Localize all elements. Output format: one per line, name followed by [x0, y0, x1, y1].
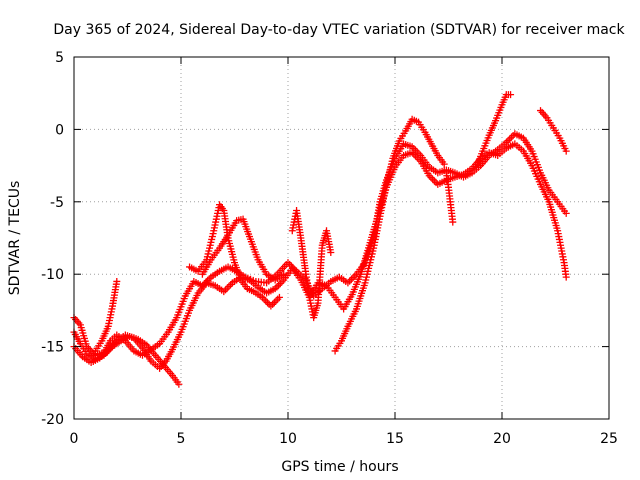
plus-marker	[260, 295, 268, 303]
plot-frame	[73, 56, 610, 420]
y-tick-label: -10	[41, 267, 64, 283]
series-track-3	[70, 140, 570, 372]
plus-marker	[267, 302, 275, 310]
plus-marker	[227, 281, 235, 289]
plus-marker	[275, 293, 283, 301]
y-tick-label: 0	[55, 122, 64, 138]
plus-marker	[263, 299, 271, 307]
plus-marker	[222, 286, 230, 294]
series-track-9	[442, 169, 457, 226]
x-tick-label: 20	[493, 431, 511, 447]
data-markers	[70, 91, 570, 388]
axis-ticks	[73, 56, 610, 420]
y-tick-labels: -20 -15 -10 -5 0 5	[41, 50, 64, 428]
y-tick-label: -20	[41, 412, 64, 428]
plus-marker	[270, 299, 278, 307]
plus-marker	[349, 274, 357, 282]
plus-marker	[449, 218, 457, 226]
plus-marker	[175, 380, 183, 388]
plus-marker	[562, 147, 570, 155]
plus-marker	[507, 91, 515, 99]
plus-marker	[509, 131, 517, 139]
series-track-10	[472, 91, 515, 171]
plus-marker	[113, 277, 121, 285]
chart-title: Day 365 of 2024, Sidereal Day-to-day VTE…	[53, 22, 625, 38]
plus-marker	[275, 281, 283, 289]
plus-marker	[272, 297, 280, 305]
series-track-8	[331, 115, 448, 355]
plus-marker	[432, 179, 440, 187]
y-axis-label: SDTVAR / TECUs	[7, 181, 23, 296]
plus-marker	[225, 282, 233, 290]
series-track-6	[198, 215, 288, 284]
plus-marker	[280, 270, 288, 278]
plus-marker	[274, 295, 282, 303]
x-tick-labels: 0 5 10 15 20 25	[70, 431, 618, 447]
x-axis-label: GPS time / hours	[281, 459, 398, 475]
grid-lines	[74, 57, 609, 419]
plus-marker	[262, 297, 270, 305]
series-track-11	[537, 107, 570, 155]
x-tick-label: 0	[70, 431, 79, 447]
series-track-7	[288, 206, 335, 322]
series-track-1	[70, 130, 570, 359]
plus-marker	[440, 160, 448, 168]
y-tick-label: -15	[41, 340, 64, 356]
x-tick-label: 5	[177, 431, 186, 447]
plus-marker	[562, 273, 570, 281]
series-track-4	[91, 277, 121, 355]
x-tick-label: 10	[279, 431, 297, 447]
plus-marker	[86, 346, 94, 354]
y-tick-label: 5	[55, 50, 64, 66]
plus-marker	[415, 156, 423, 164]
plus-marker	[346, 277, 354, 285]
plus-marker	[269, 300, 277, 308]
x-tick-label: 25	[600, 431, 618, 447]
y-tick-label: -5	[50, 195, 64, 211]
plus-marker	[327, 248, 335, 256]
x-tick-label: 15	[386, 431, 404, 447]
plus-marker	[506, 135, 514, 143]
plus-marker	[429, 175, 437, 183]
plus-marker	[562, 209, 570, 217]
plus-marker	[427, 173, 435, 181]
